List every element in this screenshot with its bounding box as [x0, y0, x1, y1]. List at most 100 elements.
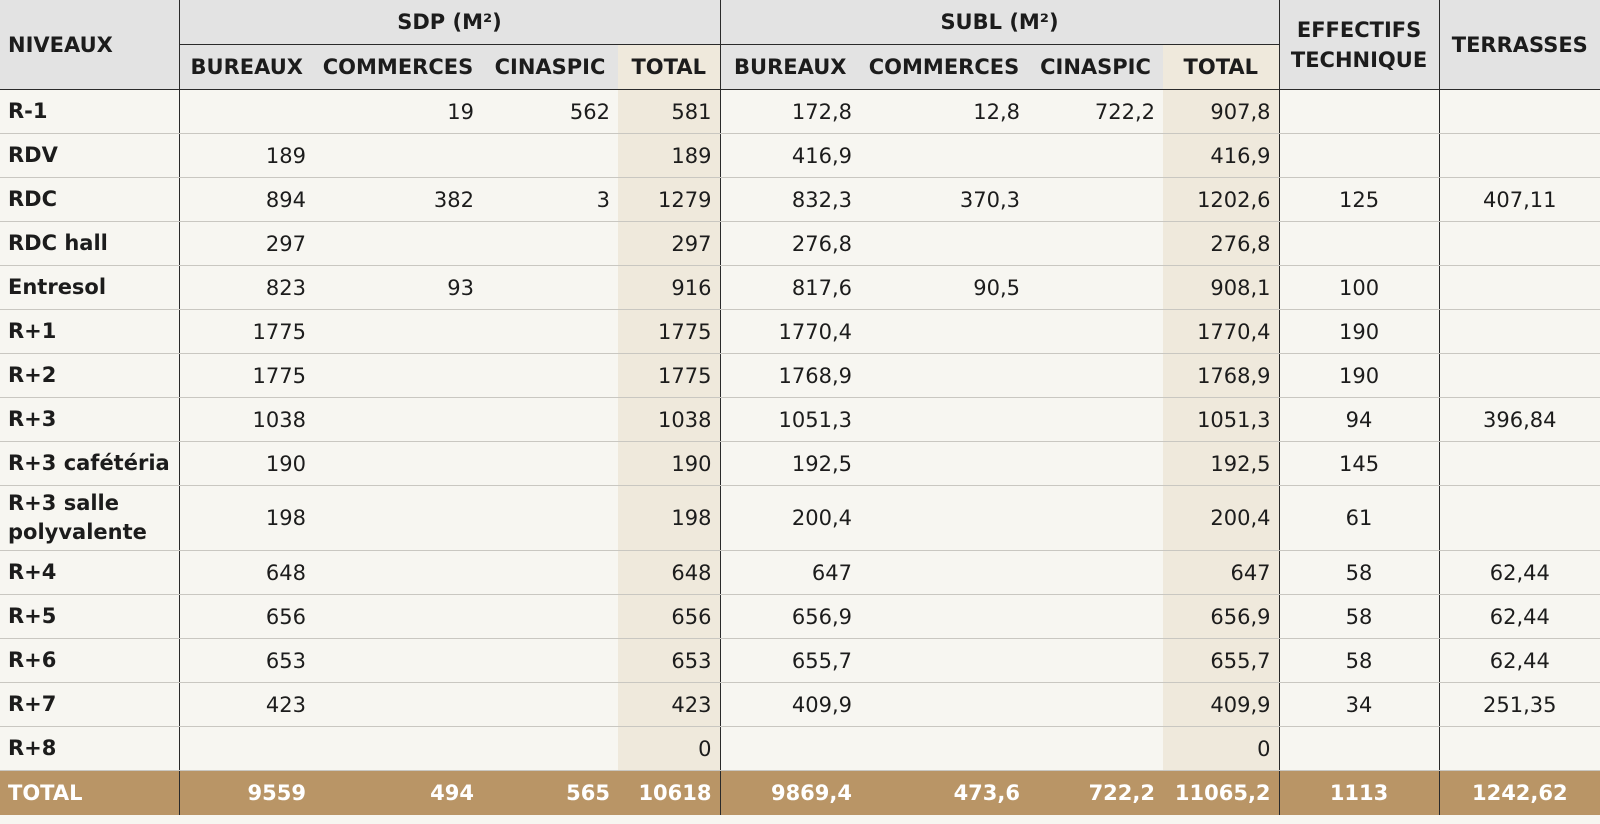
- cell-subl-total: 655,7: [1163, 638, 1280, 683]
- cell-sdp-cinaspic: [482, 594, 618, 639]
- total-subl-bureaux: 9869,4: [719, 770, 860, 815]
- cell-sdp-total: 916: [618, 265, 720, 310]
- cell-sdp-commerces: 382: [314, 177, 482, 222]
- cell-sdp-bureaux: 894: [179, 177, 314, 222]
- cell-sdp-commerces: [314, 309, 482, 354]
- cell-subl-cinaspic: [1028, 177, 1163, 222]
- cell-effectifs: 34: [1278, 682, 1440, 727]
- cell-niveau: R+3: [0, 397, 180, 442]
- cell-subl-total: 0: [1163, 726, 1280, 771]
- cell-terrasses: [1439, 309, 1600, 354]
- cell-subl-bureaux: 647: [719, 550, 860, 595]
- cell-effectifs: [1278, 726, 1440, 771]
- cell-subl-total: 656,9: [1163, 594, 1280, 639]
- cell-subl-bureaux: [719, 726, 860, 771]
- table-row: R+3 cafétéria 190 190 192,5 192,5 145: [0, 441, 1600, 486]
- cell-sdp-cinaspic: [482, 265, 618, 310]
- table-row: Entresol 823 93 916 817,6 90,5 908,1 100: [0, 265, 1600, 310]
- cell-sdp-total: 581: [618, 89, 720, 134]
- cell-subl-cinaspic: [1028, 638, 1163, 683]
- cell-sdp-total: 653: [618, 638, 720, 683]
- cell-sdp-bureaux: 1775: [179, 353, 314, 398]
- cell-sdp-commerces: [314, 353, 482, 398]
- header-terrasses: TERRASSES: [1439, 0, 1600, 90]
- cell-subl-commerces: [860, 397, 1028, 442]
- subheader-subl-total: TOTAL: [1163, 44, 1280, 90]
- cell-sdp-bureaux: 1775: [179, 309, 314, 354]
- cell-subl-commerces: 12,8: [860, 89, 1028, 134]
- header-effectifs: EFFECTIFS TECHNIQUE: [1278, 0, 1440, 90]
- cell-sdp-cinaspic: [482, 309, 618, 354]
- cell-subl-commerces: [860, 550, 1028, 595]
- cell-sdp-total: 190: [618, 441, 720, 486]
- cell-sdp-commerces: [314, 441, 482, 486]
- total-row: TOTAL 9559 494 565 10618 9869,4 473,6 72…: [0, 770, 1600, 815]
- cell-terrasses: [1439, 89, 1600, 134]
- cell-sdp-cinaspic: [482, 726, 618, 771]
- cell-subl-cinaspic: [1028, 397, 1163, 442]
- cell-effectifs: 58: [1278, 638, 1440, 683]
- total-subl-cinaspic: 722,2: [1028, 770, 1163, 815]
- cell-subl-bureaux: 1768,9: [719, 353, 860, 398]
- cell-subl-total: 908,1: [1163, 265, 1280, 310]
- cell-sdp-bureaux: [179, 726, 314, 771]
- cell-sdp-bureaux: 648: [179, 550, 314, 595]
- cell-subl-commerces: [860, 726, 1028, 771]
- cell-sdp-bureaux: 423: [179, 682, 314, 727]
- subheader-sdp-cinaspic: CINASPIC: [482, 44, 618, 90]
- total-sdp-total: 10618: [618, 770, 720, 815]
- header-niveaux: NIVEAUX: [0, 0, 180, 90]
- subheader-sdp-total: TOTAL: [618, 44, 720, 90]
- cell-subl-commerces: [860, 638, 1028, 683]
- subheader-sdp-commerces: COMMERCES: [314, 44, 482, 90]
- total-subl-commerces: 473,6: [860, 770, 1028, 815]
- cell-sdp-cinaspic: 3: [482, 177, 618, 222]
- cell-terrasses: 396,84: [1439, 397, 1600, 442]
- cell-subl-commerces: [860, 133, 1028, 178]
- cell-niveau: R+4: [0, 550, 180, 595]
- cell-subl-total: 1051,3: [1163, 397, 1280, 442]
- cell-sdp-cinaspic: [482, 485, 618, 551]
- cell-sdp-bureaux: 190: [179, 441, 314, 486]
- cell-sdp-commerces: [314, 682, 482, 727]
- cell-subl-bureaux: 1770,4: [719, 309, 860, 354]
- cell-sdp-cinaspic: [482, 221, 618, 266]
- cell-subl-cinaspic: [1028, 441, 1163, 486]
- table-row: R+3 1038 1038 1051,3 1051,3 94 396,84: [0, 397, 1600, 442]
- table-footer: TOTAL 9559 494 565 10618 9869,4 473,6 72…: [0, 770, 1600, 815]
- cell-effectifs: 58: [1278, 550, 1440, 595]
- cell-subl-bureaux: 172,8: [719, 89, 860, 134]
- total-terrasses: 1242,62: [1439, 770, 1600, 815]
- table-row: R-1 19 562 581 172,8 12,8 722,2 907,8: [0, 89, 1600, 134]
- cell-subl-total: 1202,6: [1163, 177, 1280, 222]
- cell-sdp-commerces: [314, 485, 482, 551]
- cell-niveau: R+6: [0, 638, 180, 683]
- table-row: R+6 653 653 655,7 655,7 58 62,44: [0, 638, 1600, 683]
- cell-terrasses: [1439, 441, 1600, 486]
- cell-niveau: R+3 cafétéria: [0, 441, 180, 486]
- cell-sdp-bureaux: 823: [179, 265, 314, 310]
- total-effectifs: 1113: [1278, 770, 1440, 815]
- cell-niveau: R+8: [0, 726, 180, 771]
- cell-sdp-commerces: 93: [314, 265, 482, 310]
- cell-effectifs: 94: [1278, 397, 1440, 442]
- cell-sdp-cinaspic: [482, 133, 618, 178]
- cell-terrasses: [1439, 726, 1600, 771]
- table-row: RDC hall 297 297 276,8 276,8: [0, 221, 1600, 266]
- cell-effectifs: 61: [1278, 485, 1440, 551]
- cell-subl-commerces: [860, 441, 1028, 486]
- cell-sdp-total: 1775: [618, 353, 720, 398]
- cell-subl-cinaspic: [1028, 550, 1163, 595]
- cell-terrasses: [1439, 353, 1600, 398]
- header-effectifs-line1: EFFECTIFS: [1296, 17, 1422, 42]
- cell-niveau: R+2: [0, 353, 180, 398]
- cell-subl-cinaspic: [1028, 353, 1163, 398]
- cell-sdp-commerces: 19: [314, 89, 482, 134]
- cell-terrasses: 62,44: [1439, 550, 1600, 595]
- cell-subl-total: 647: [1163, 550, 1280, 595]
- cell-sdp-bureaux: [179, 89, 314, 134]
- cell-subl-commerces: [860, 682, 1028, 727]
- cell-subl-total: 416,9: [1163, 133, 1280, 178]
- total-sdp-cinaspic: 565: [482, 770, 618, 815]
- cell-sdp-bureaux: 656: [179, 594, 314, 639]
